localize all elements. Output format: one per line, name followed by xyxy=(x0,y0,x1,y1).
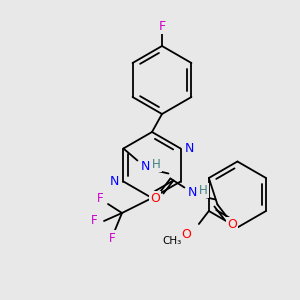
Text: H: H xyxy=(152,158,161,171)
Text: F: F xyxy=(109,232,115,244)
Text: O: O xyxy=(181,227,191,241)
Text: N: N xyxy=(141,160,150,173)
Text: F: F xyxy=(158,20,166,32)
Text: N: N xyxy=(188,186,197,199)
Text: H: H xyxy=(199,184,208,197)
Text: N: N xyxy=(184,142,194,155)
Text: F: F xyxy=(91,214,97,227)
Text: F: F xyxy=(97,193,103,206)
Text: CH₃: CH₃ xyxy=(162,236,182,246)
Text: O: O xyxy=(227,218,237,231)
Text: N: N xyxy=(110,175,119,188)
Text: O: O xyxy=(151,192,160,205)
